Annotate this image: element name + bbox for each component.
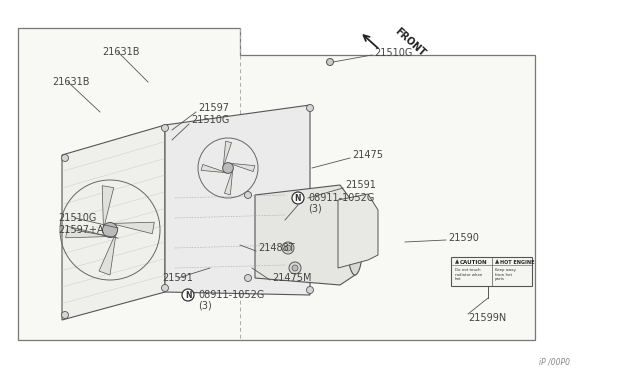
Text: 21591: 21591 — [162, 273, 193, 283]
Circle shape — [223, 163, 234, 173]
Polygon shape — [66, 226, 108, 238]
Text: 21597: 21597 — [198, 103, 229, 113]
Text: 08911-1052G: 08911-1052G — [308, 193, 374, 203]
Text: Do not touch
radiator when
hot: Do not touch radiator when hot — [455, 268, 483, 281]
Polygon shape — [165, 105, 310, 295]
Circle shape — [161, 285, 168, 292]
Polygon shape — [230, 163, 255, 171]
Text: HOT ENGINE: HOT ENGINE — [500, 260, 534, 264]
Polygon shape — [113, 222, 154, 234]
Text: (3): (3) — [308, 203, 322, 213]
Text: 21590: 21590 — [448, 233, 479, 243]
Text: ▲: ▲ — [495, 260, 499, 264]
Text: 21510G: 21510G — [58, 213, 97, 223]
Polygon shape — [201, 164, 227, 173]
Text: 08911-1052G: 08911-1052G — [198, 290, 264, 300]
Text: 21510G: 21510G — [374, 48, 412, 58]
Polygon shape — [255, 185, 355, 285]
Text: N: N — [295, 193, 301, 202]
Polygon shape — [102, 186, 114, 228]
Text: 21488T: 21488T — [258, 243, 294, 253]
Circle shape — [161, 125, 168, 131]
Circle shape — [289, 262, 301, 274]
Circle shape — [244, 192, 252, 199]
Circle shape — [182, 289, 194, 301]
Text: N: N — [185, 291, 191, 299]
Circle shape — [326, 58, 333, 65]
Circle shape — [61, 154, 68, 161]
Polygon shape — [338, 194, 378, 268]
Text: 21597+A: 21597+A — [58, 225, 104, 235]
Text: iP /00P0: iP /00P0 — [540, 357, 570, 366]
Circle shape — [61, 311, 68, 318]
Circle shape — [292, 265, 298, 271]
Polygon shape — [62, 125, 165, 320]
Text: 21510G: 21510G — [191, 115, 229, 125]
Circle shape — [292, 192, 304, 204]
Polygon shape — [223, 141, 232, 166]
Text: ▲: ▲ — [455, 260, 460, 264]
Circle shape — [244, 275, 252, 282]
Text: Keep away
from hot
parts: Keep away from hot parts — [495, 268, 516, 281]
Text: 21631B: 21631B — [52, 77, 90, 87]
FancyBboxPatch shape — [451, 257, 532, 286]
Text: 21475: 21475 — [352, 150, 383, 160]
Text: 21475M: 21475M — [272, 273, 312, 283]
Text: 21599N: 21599N — [468, 313, 506, 323]
Circle shape — [307, 286, 314, 294]
Text: CAUTION: CAUTION — [460, 260, 488, 264]
Text: FRONT: FRONT — [393, 26, 428, 58]
Text: 21631B: 21631B — [102, 47, 140, 57]
Polygon shape — [18, 28, 535, 340]
Text: 21591: 21591 — [345, 180, 376, 190]
Ellipse shape — [347, 205, 363, 275]
Circle shape — [282, 242, 294, 254]
Circle shape — [102, 222, 118, 237]
Circle shape — [285, 245, 291, 251]
Text: (3): (3) — [198, 300, 212, 310]
Polygon shape — [99, 234, 116, 275]
Polygon shape — [225, 170, 233, 195]
Circle shape — [307, 105, 314, 112]
